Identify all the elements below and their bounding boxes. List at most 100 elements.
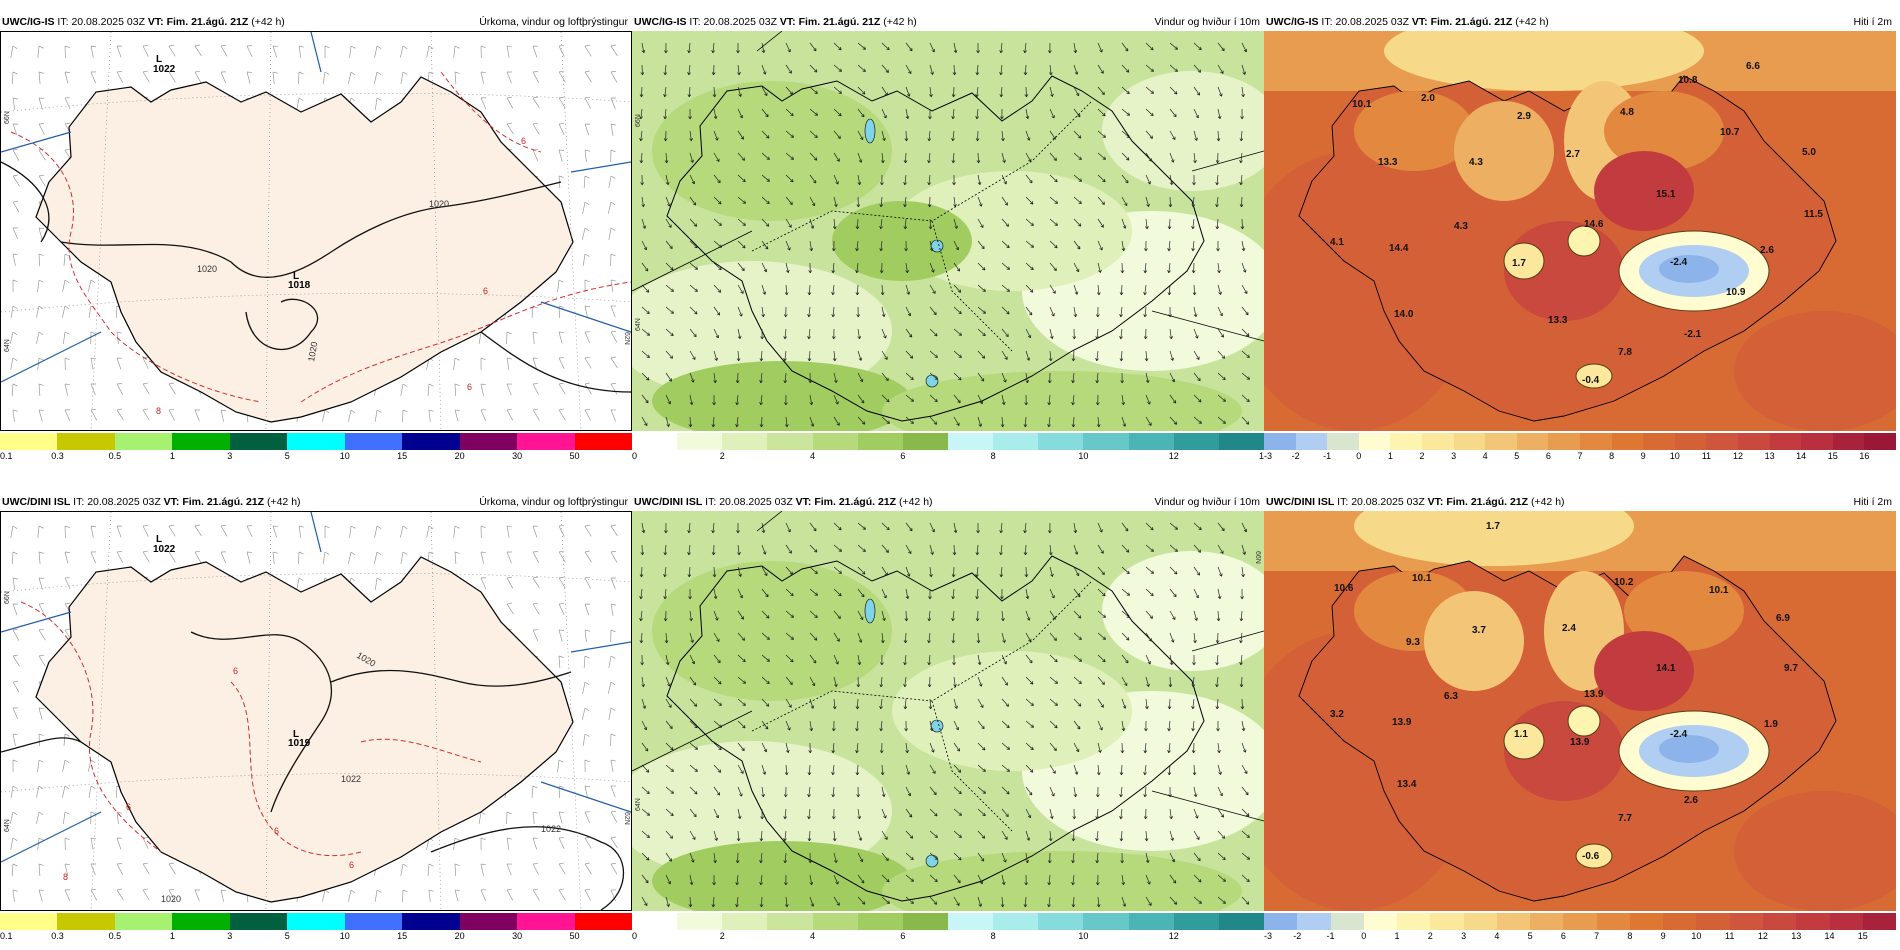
- wind-barb: [584, 603, 591, 616]
- wind-arrow: [1215, 152, 1220, 164]
- colorbar-tick-label: 50: [569, 451, 580, 461]
- wind-arrow: [785, 152, 794, 160]
- precip-map[interactable]: L 1022 L 1018 1020 1020 1020 6 6 6 8 66N…: [0, 31, 632, 431]
- colorbar-swatch: [229, 913, 288, 930]
- wind-arrow: [1169, 544, 1178, 552]
- wind-barb: [400, 383, 408, 396]
- temp-map[interactable]: 1.7 10.6 10.1 10.2 10.1 3.7 2.4 6.9 9.3 …: [1264, 511, 1896, 911]
- temp-value: 2.0: [1421, 93, 1435, 104]
- colorbar-tick-label: 3: [227, 931, 233, 941]
- wind-arrow: [929, 522, 935, 533]
- wind-barb: [374, 889, 382, 902]
- colorbar-swatch: [1038, 913, 1084, 930]
- wind-barb: [584, 279, 590, 293]
- wind-barb: [532, 629, 539, 642]
- wind-arrow: [929, 262, 935, 273]
- wind-arrow: [1120, 852, 1124, 864]
- wind-arrow: [833, 416, 840, 426]
- wind-arrow: [761, 698, 770, 707]
- wind-barb: [10, 305, 18, 318]
- temp-map[interactable]: 10.1 2.0 2.9 4.8 10.8 6.6 13.3 4.3 2.7 1…: [1264, 31, 1896, 431]
- wind-barb: [558, 576, 566, 589]
- wind-barb: [194, 550, 202, 563]
- colorbar-swatch: [1463, 913, 1497, 930]
- wind-barb: [64, 71, 71, 84]
- temp-value: -0.4: [1582, 375, 1600, 386]
- model-name: UWC/DINI ISL: [1266, 496, 1335, 508]
- wind-barb: [480, 889, 487, 902]
- wind-barb: [374, 577, 382, 590]
- wind-barb: [480, 409, 487, 422]
- wind-barb: [610, 603, 616, 616]
- pressure-label: 1022: [153, 64, 176, 75]
- wind-arrow: [759, 852, 763, 864]
- wind-arrow: [1096, 416, 1101, 428]
- temp-panel-bottom: UWC/DINI ISL IT: 20.08.2025 03Z VT: Fim.…: [1264, 494, 1896, 949]
- wind-arrow: [833, 588, 842, 597]
- wind-arrow: [785, 676, 793, 685]
- precip-map[interactable]: L 1022 L 1019 1020 1022 1022 1020 6 6 6 …: [0, 511, 632, 911]
- wind-barb: [64, 577, 71, 590]
- wind-barb: [584, 550, 592, 563]
- wind-arrow: [1073, 698, 1082, 707]
- wind-arrow: [641, 262, 649, 272]
- wind-barb: [246, 525, 253, 538]
- wind-arrow: [809, 196, 816, 207]
- wind-arrow: [833, 108, 842, 117]
- wind-map[interactable]: 66N 64N: [632, 511, 1264, 911]
- wind-arrow: [713, 152, 720, 162]
- wind-arrow: [905, 786, 912, 797]
- wind-arrow: [663, 610, 668, 622]
- temp-value: 3.2: [1330, 709, 1344, 720]
- colorbar-swatch: [114, 433, 173, 450]
- wind-arrow: [1145, 130, 1153, 139]
- colorbar-swatch: [0, 913, 58, 930]
- colorbar-tick-label: 6: [1545, 451, 1551, 461]
- wind-arrow: [1169, 42, 1178, 50]
- wind-arrow: [687, 566, 692, 578]
- wind-arrow: [880, 654, 884, 666]
- colorbar-swatch: [902, 433, 948, 450]
- wind-arrow: [1193, 108, 1199, 119]
- wind-arrow: [1073, 284, 1079, 295]
- wind-barb: [610, 550, 618, 563]
- colorbar-swatch: [1579, 433, 1612, 450]
- wind-arrow: [665, 240, 673, 250]
- wind-arrow: [833, 372, 838, 383]
- wind-barb: [168, 409, 175, 421]
- wind-arrow: [689, 262, 698, 270]
- wind-arrow: [1145, 218, 1149, 230]
- wind-arrow: [1241, 522, 1248, 533]
- temp-value: 11.5: [1804, 209, 1823, 220]
- wind-barb: [10, 45, 18, 58]
- wind-barb: [480, 837, 486, 851]
- wind-barb: [584, 70, 592, 83]
- colorbar-tick-label: -1: [1326, 931, 1335, 941]
- wind-arrow: [1169, 896, 1178, 905]
- wind-arrow: [1145, 394, 1151, 405]
- wind-arrow: [687, 64, 691, 76]
- temp-colorbar-ticks: -3 -2 -1 0 1 2 3 4 5 6 7 8 9 10 11 12 13 14 15 16: [1264, 451, 1896, 463]
- wind-barb: [584, 862, 592, 875]
- wind-arrow: [855, 720, 859, 732]
- temp-value: 4.8: [1620, 107, 1634, 118]
- wind-barb: [36, 811, 44, 824]
- wind-arrow: [977, 240, 985, 250]
- wind-arrow: [953, 720, 959, 731]
- wind-map[interactable]: 66N 64N: [632, 31, 1264, 431]
- wind-arrow: [689, 874, 694, 886]
- wind-barb: [11, 863, 18, 876]
- wind-arrow: [785, 218, 792, 228]
- wind-arrow: [1239, 632, 1243, 644]
- wind-arrow: [664, 522, 668, 534]
- wind-arrow: [713, 108, 718, 120]
- wind-barb: [298, 525, 304, 538]
- wind-arrow: [1119, 764, 1124, 776]
- wind-arrow: [1217, 764, 1222, 775]
- wind-arrow: [784, 764, 789, 776]
- wind-barb: [582, 681, 590, 694]
- wind-barb: [610, 70, 618, 83]
- wind-arrow: [1217, 42, 1225, 52]
- wind-barb: [116, 837, 123, 850]
- wind-barb: [63, 253, 70, 266]
